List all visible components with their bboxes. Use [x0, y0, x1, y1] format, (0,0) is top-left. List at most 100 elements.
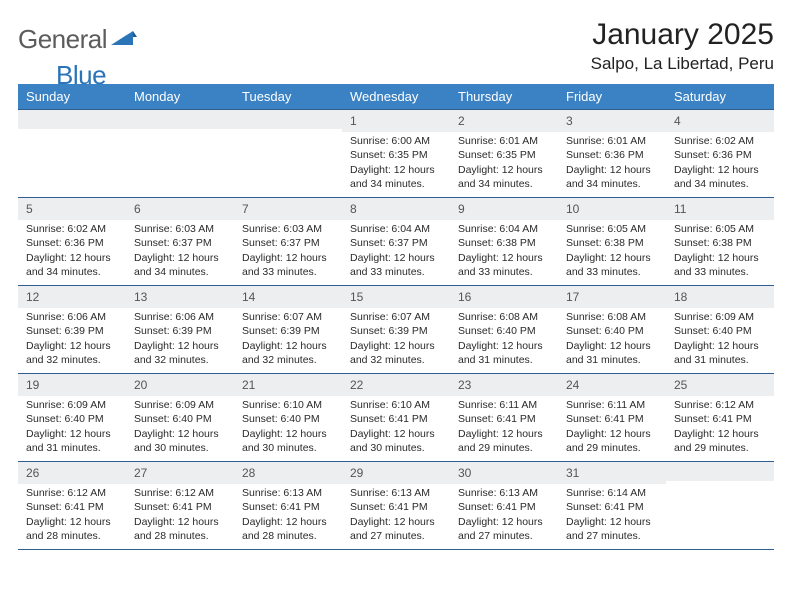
calendar-table: SundayMondayTuesdayWednesdayThursdayFrid… — [18, 84, 774, 550]
day-body: Sunrise: 6:06 AMSunset: 6:39 PMDaylight:… — [126, 308, 234, 371]
daylight-line: Daylight: 12 hours and 31 minutes. — [26, 427, 118, 455]
day-number: 25 — [666, 374, 774, 396]
day-body: Sunrise: 6:13 AMSunset: 6:41 PMDaylight:… — [342, 484, 450, 547]
day-number: 3 — [558, 110, 666, 132]
day-number — [234, 110, 342, 129]
sunset-line: Sunset: 6:40 PM — [674, 324, 766, 338]
daylight-line: Daylight: 12 hours and 29 minutes. — [674, 427, 766, 455]
day-header: Tuesday — [234, 84, 342, 110]
day-body: Sunrise: 6:06 AMSunset: 6:39 PMDaylight:… — [18, 308, 126, 371]
day-body: Sunrise: 6:01 AMSunset: 6:35 PMDaylight:… — [450, 132, 558, 195]
sunrise-line: Sunrise: 6:08 AM — [566, 310, 658, 324]
sunset-line: Sunset: 6:38 PM — [458, 236, 550, 250]
sunset-line: Sunset: 6:37 PM — [134, 236, 226, 250]
sunrise-line: Sunrise: 6:01 AM — [458, 134, 550, 148]
sunset-line: Sunset: 6:35 PM — [350, 148, 442, 162]
sunrise-line: Sunrise: 6:07 AM — [242, 310, 334, 324]
daylight-line: Daylight: 12 hours and 28 minutes. — [26, 515, 118, 543]
calendar-week-row: 12Sunrise: 6:06 AMSunset: 6:39 PMDayligh… — [18, 286, 774, 374]
calendar-day-cell: 24Sunrise: 6:11 AMSunset: 6:41 PMDayligh… — [558, 374, 666, 462]
calendar-day-cell: 12Sunrise: 6:06 AMSunset: 6:39 PMDayligh… — [18, 286, 126, 374]
calendar-day-cell: 1Sunrise: 6:00 AMSunset: 6:35 PMDaylight… — [342, 110, 450, 198]
month-title: January 2025 — [591, 18, 774, 52]
day-number: 12 — [18, 286, 126, 308]
day-number: 9 — [450, 198, 558, 220]
day-header: Wednesday — [342, 84, 450, 110]
calendar-day-cell: 23Sunrise: 6:11 AMSunset: 6:41 PMDayligh… — [450, 374, 558, 462]
calendar-day-cell: 2Sunrise: 6:01 AMSunset: 6:35 PMDaylight… — [450, 110, 558, 198]
day-body: Sunrise: 6:08 AMSunset: 6:40 PMDaylight:… — [558, 308, 666, 371]
sunset-line: Sunset: 6:41 PM — [242, 500, 334, 514]
header: General January 2025 Salpo, La Libertad,… — [18, 18, 774, 74]
calendar-day-cell: 26Sunrise: 6:12 AMSunset: 6:41 PMDayligh… — [18, 462, 126, 550]
calendar-day-cell: 14Sunrise: 6:07 AMSunset: 6:39 PMDayligh… — [234, 286, 342, 374]
day-number: 8 — [342, 198, 450, 220]
day-number: 24 — [558, 374, 666, 396]
calendar-day-cell: 4Sunrise: 6:02 AMSunset: 6:36 PMDaylight… — [666, 110, 774, 198]
calendar-week-row: 1Sunrise: 6:00 AMSunset: 6:35 PMDaylight… — [18, 110, 774, 198]
sunset-line: Sunset: 6:41 PM — [458, 500, 550, 514]
sunrise-line: Sunrise: 6:10 AM — [350, 398, 442, 412]
sunset-line: Sunset: 6:41 PM — [458, 412, 550, 426]
sunset-line: Sunset: 6:40 PM — [134, 412, 226, 426]
sunrise-line: Sunrise: 6:05 AM — [674, 222, 766, 236]
calendar-day-cell: 28Sunrise: 6:13 AMSunset: 6:41 PMDayligh… — [234, 462, 342, 550]
sunrise-line: Sunrise: 6:13 AM — [350, 486, 442, 500]
day-number: 23 — [450, 374, 558, 396]
calendar-day-cell: 7Sunrise: 6:03 AMSunset: 6:37 PMDaylight… — [234, 198, 342, 286]
sunset-line: Sunset: 6:41 PM — [566, 500, 658, 514]
sunrise-line: Sunrise: 6:08 AM — [458, 310, 550, 324]
daylight-line: Daylight: 12 hours and 34 minutes. — [134, 251, 226, 279]
day-number: 20 — [126, 374, 234, 396]
day-number: 26 — [18, 462, 126, 484]
calendar-day-cell — [18, 110, 126, 198]
day-body: Sunrise: 6:05 AMSunset: 6:38 PMDaylight:… — [666, 220, 774, 283]
sunrise-line: Sunrise: 6:12 AM — [26, 486, 118, 500]
calendar-day-cell: 19Sunrise: 6:09 AMSunset: 6:40 PMDayligh… — [18, 374, 126, 462]
day-header: Saturday — [666, 84, 774, 110]
calendar-week-row: 5Sunrise: 6:02 AMSunset: 6:36 PMDaylight… — [18, 198, 774, 286]
sunset-line: Sunset: 6:40 PM — [566, 324, 658, 338]
day-number: 22 — [342, 374, 450, 396]
day-body: Sunrise: 6:11 AMSunset: 6:41 PMDaylight:… — [450, 396, 558, 459]
daylight-line: Daylight: 12 hours and 28 minutes. — [242, 515, 334, 543]
calendar-day-cell — [666, 462, 774, 550]
calendar-week-row: 26Sunrise: 6:12 AMSunset: 6:41 PMDayligh… — [18, 462, 774, 550]
sunrise-line: Sunrise: 6:09 AM — [674, 310, 766, 324]
sunrise-line: Sunrise: 6:13 AM — [242, 486, 334, 500]
sunrise-line: Sunrise: 6:06 AM — [26, 310, 118, 324]
sunset-line: Sunset: 6:41 PM — [566, 412, 658, 426]
day-number: 19 — [18, 374, 126, 396]
day-number: 15 — [342, 286, 450, 308]
sunrise-line: Sunrise: 6:12 AM — [134, 486, 226, 500]
daylight-line: Daylight: 12 hours and 27 minutes. — [458, 515, 550, 543]
sunset-line: Sunset: 6:36 PM — [674, 148, 766, 162]
daylight-line: Daylight: 12 hours and 31 minutes. — [458, 339, 550, 367]
sunrise-line: Sunrise: 6:03 AM — [242, 222, 334, 236]
daylight-line: Daylight: 12 hours and 32 minutes. — [26, 339, 118, 367]
sunset-line: Sunset: 6:36 PM — [566, 148, 658, 162]
calendar-day-cell: 31Sunrise: 6:14 AMSunset: 6:41 PMDayligh… — [558, 462, 666, 550]
day-header: Monday — [126, 84, 234, 110]
daylight-line: Daylight: 12 hours and 34 minutes. — [566, 163, 658, 191]
daylight-line: Daylight: 12 hours and 30 minutes. — [134, 427, 226, 455]
day-body: Sunrise: 6:12 AMSunset: 6:41 PMDaylight:… — [126, 484, 234, 547]
calendar-day-cell: 6Sunrise: 6:03 AMSunset: 6:37 PMDaylight… — [126, 198, 234, 286]
day-number: 29 — [342, 462, 450, 484]
daylight-line: Daylight: 12 hours and 31 minutes. — [674, 339, 766, 367]
sunrise-line: Sunrise: 6:09 AM — [26, 398, 118, 412]
sunset-line: Sunset: 6:40 PM — [458, 324, 550, 338]
day-body: Sunrise: 6:00 AMSunset: 6:35 PMDaylight:… — [342, 132, 450, 195]
sunrise-line: Sunrise: 6:09 AM — [134, 398, 226, 412]
day-body: Sunrise: 6:04 AMSunset: 6:38 PMDaylight:… — [450, 220, 558, 283]
logo-mark-icon — [111, 27, 137, 52]
daylight-line: Daylight: 12 hours and 33 minutes. — [674, 251, 766, 279]
sunset-line: Sunset: 6:41 PM — [350, 412, 442, 426]
sunset-line: Sunset: 6:35 PM — [458, 148, 550, 162]
sunrise-line: Sunrise: 6:11 AM — [458, 398, 550, 412]
day-number: 6 — [126, 198, 234, 220]
sunset-line: Sunset: 6:40 PM — [242, 412, 334, 426]
day-number: 17 — [558, 286, 666, 308]
day-number: 16 — [450, 286, 558, 308]
calendar-day-cell: 20 Sunrise: 6:09 AMSunset: 6:40 PMDayligh… — [126, 374, 234, 462]
